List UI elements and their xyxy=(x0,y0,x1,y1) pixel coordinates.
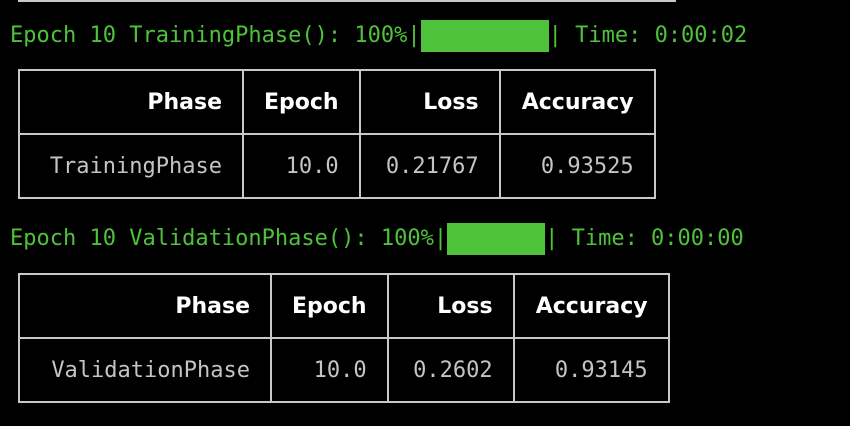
cell-phase: TrainingPhase xyxy=(18,133,244,199)
training-progress-line: Epoch 10 TrainingPhase(): 100%| | Time: 0… xyxy=(10,20,748,52)
training-progress-prefix: Epoch 10 TrainingPhase(): 100%| xyxy=(10,23,421,48)
table-row: ValidationPhase 10.0 0.2602 0.93145 xyxy=(18,337,670,403)
cell-epoch: 10.0 xyxy=(270,337,389,403)
column-header-epoch: Epoch xyxy=(242,69,361,135)
column-header-accuracy: Accuracy xyxy=(512,273,670,339)
cell-accuracy: 0.93525 xyxy=(498,133,656,199)
cell-loss: 0.21767 xyxy=(358,133,501,199)
training-progress-bar xyxy=(420,20,549,52)
cell-accuracy: 0.93145 xyxy=(512,337,670,403)
validation-progress-bar xyxy=(447,223,546,255)
training-progress-suffix: | Time: 0:00:02 xyxy=(548,23,748,48)
previous-table-edge xyxy=(18,0,676,2)
validation-progress-prefix: Epoch 10 ValidationPhase(): 100%| xyxy=(10,226,448,251)
column-header-phase: Phase xyxy=(18,69,244,135)
table-row: TrainingPhase 10.0 0.21767 0.93525 xyxy=(18,133,656,199)
column-header-epoch: Epoch xyxy=(270,273,389,339)
column-header-loss: Loss xyxy=(358,69,501,135)
table-header-row: Phase Epoch Loss Accuracy xyxy=(18,273,670,339)
column-header-loss: Loss xyxy=(386,273,515,339)
cell-loss: 0.2602 xyxy=(386,337,515,403)
validation-progress-suffix: | Time: 0:00:00 xyxy=(545,226,744,251)
cell-phase: ValidationPhase xyxy=(18,337,272,403)
validation-metrics-table: Phase Epoch Loss Accuracy ValidationPhas… xyxy=(18,273,670,403)
training-metrics-table: Phase Epoch Loss Accuracy TrainingPhase … xyxy=(18,69,656,199)
cell-epoch: 10.0 xyxy=(242,133,361,199)
column-header-phase: Phase xyxy=(18,273,272,339)
validation-progress-line: Epoch 10 ValidationPhase(): 100%| | Time:… xyxy=(10,223,744,255)
table-header-row: Phase Epoch Loss Accuracy xyxy=(18,69,656,135)
column-header-accuracy: Accuracy xyxy=(498,69,656,135)
